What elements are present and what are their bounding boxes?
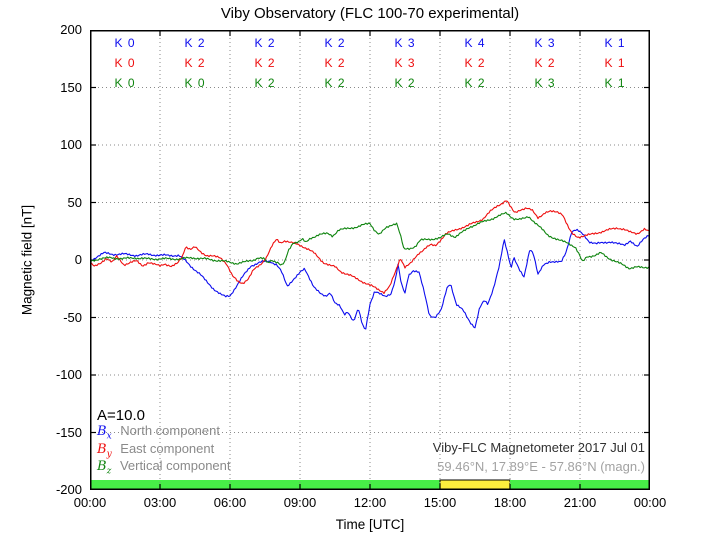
k-index-value-vertical: K 2: [464, 76, 486, 90]
y-tick-label: -200: [55, 482, 82, 497]
legend-symbol-bx: Bx: [97, 424, 112, 442]
y-tick-label: -150: [55, 424, 82, 440]
k-index-value-north: K 2: [184, 36, 206, 50]
k-index-value-east: K 2: [534, 56, 556, 70]
x-tick-label: 00:00: [633, 495, 667, 510]
chart-canvas: [90, 30, 650, 490]
legend-symbol-base: B: [97, 441, 107, 457]
k-index-value-vertical: K 3: [534, 76, 556, 90]
series-line-2: [90, 211, 650, 270]
k-index-value-vertical: K 2: [254, 76, 276, 90]
k-index-value-vertical: K 0: [184, 76, 206, 90]
x-tick-label: 18:00: [493, 495, 527, 510]
k-index-value-vertical: K 2: [394, 76, 416, 90]
x-tick-label: 12:00: [353, 495, 387, 510]
axes-frame: [90, 30, 650, 490]
k-index-value-north: K 4: [464, 36, 486, 50]
k-index-value-east: K 2: [254, 56, 276, 70]
k-index-value-north: K 3: [534, 36, 556, 50]
k-index-value-north: K 0: [114, 36, 136, 50]
legend-symbol-bz: Bz: [97, 459, 112, 477]
legend-symbol-base: B: [97, 459, 107, 474]
k-index-value-north: K 2: [324, 36, 346, 50]
y-tick-label: 0: [74, 252, 82, 267]
series-line-1: [90, 200, 650, 295]
x-tick-label: 15:00: [423, 495, 457, 510]
activity-bar-segment: [90, 480, 440, 489]
legend-symbol-sub: y: [106, 449, 112, 460]
k-index-value-vertical: K 0: [114, 76, 136, 90]
k-index-value-east: K 2: [464, 56, 486, 70]
k-index-value-east: K 2: [324, 56, 346, 70]
legend-symbol-sub: x: [106, 431, 112, 442]
y-tick-label: 100: [60, 137, 82, 152]
x-tick-label: 09:00: [283, 495, 317, 510]
k-index-value-east: K 0: [114, 56, 136, 70]
y-tick-label: -50: [63, 309, 82, 325]
station-coordinates: 59.46°N, 17.89°E - 57.86°N (magn.): [437, 458, 645, 474]
legend-item-east: By East component: [97, 440, 231, 460]
y-tick-label: -100: [55, 367, 82, 382]
legend-symbol-by: By: [97, 441, 112, 460]
x-tick-label: 03:00: [143, 495, 177, 510]
y-tick-label: 50: [67, 194, 82, 210]
activity-bar-segment: [439, 479, 511, 490]
k-index-value-east: K 2: [184, 56, 206, 70]
k-index-value-north: K 1: [604, 36, 626, 50]
chart-title: Viby Observatory (FLC 100-70 experimenta…: [220, 5, 520, 22]
k-index-value-east: K 3: [394, 56, 416, 70]
y-tick-label: 150: [60, 79, 82, 95]
legend: Bx North component By East component Bz …: [97, 423, 231, 477]
k-index-value-east: K 1: [604, 56, 626, 70]
plot-area: K 0 K 2 K 2 K 2 K 3 K 4 K 3 K 1 K 0 K 2 K 2 K 2 K 3 K…: [90, 30, 650, 490]
legend-symbol-sub: z: [106, 466, 112, 477]
station-name-date: Viby-FLC Magnetometer 2017 Jul 01: [432, 440, 645, 455]
legend-label-east: East component: [120, 440, 215, 456]
x-tick-label: 00:00: [73, 495, 107, 510]
legend-item-vertical: Bz Vertical component: [97, 458, 231, 477]
k-index-value-vertical: K 1: [604, 76, 626, 90]
station-annotation: Viby-FLC Magnetometer 2017 Jul 01 59.46°…: [433, 439, 645, 476]
k-index-value-vertical: K 2: [324, 76, 346, 90]
legend-item-north: Bx North component: [97, 423, 231, 442]
k-index-value-north: K 2: [254, 36, 276, 50]
x-axis-label: Time [UTC]: [335, 517, 405, 532]
legend-symbol-base: B: [97, 424, 107, 439]
y-tick-label: 200: [60, 22, 82, 37]
legend-label-vertical: Vertical component: [119, 458, 231, 473]
legend-label-north: North component: [120, 423, 220, 438]
x-tick-label: 21:00: [563, 495, 597, 510]
k-index-value-north: K 3: [394, 36, 416, 50]
x-tick-label: 06:00: [213, 495, 247, 510]
a-index-label: A=10.0: [97, 407, 145, 424]
